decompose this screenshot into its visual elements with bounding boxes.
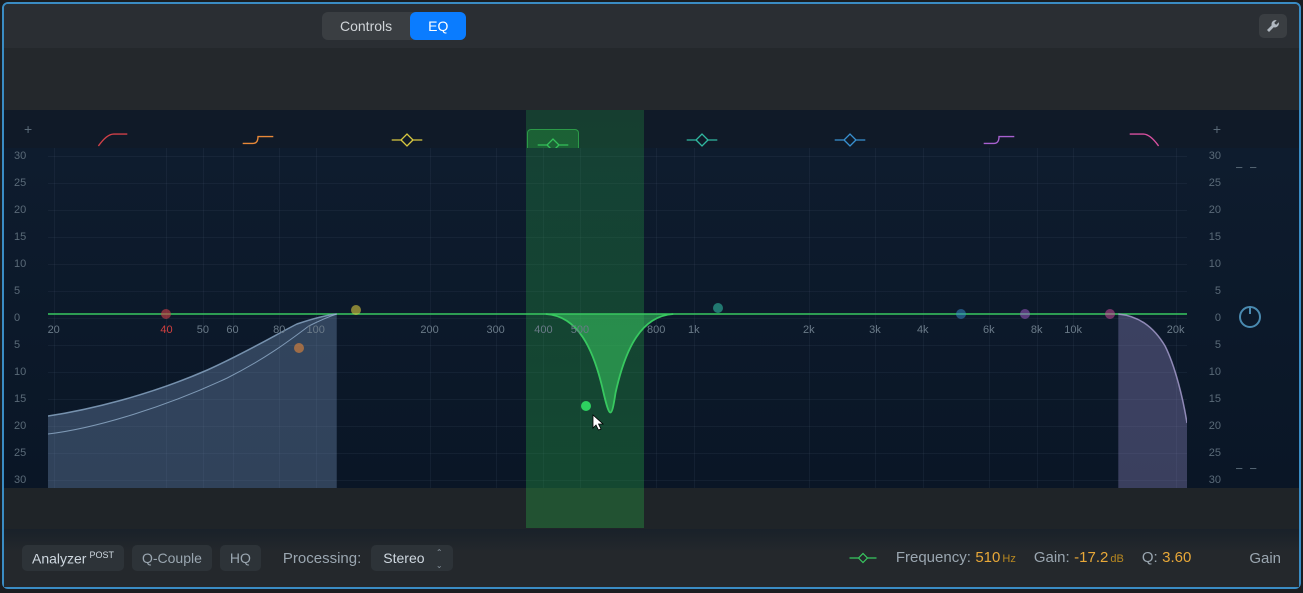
selected-band-bell-icon bbox=[848, 550, 878, 566]
y-tick: 25 bbox=[14, 447, 26, 459]
tab-group: Controls EQ bbox=[322, 12, 466, 40]
hq-button[interactable]: HQ bbox=[220, 545, 261, 571]
x-tick: 100 bbox=[306, 324, 324, 336]
scale-minus-bot-2[interactable]: − bbox=[1249, 461, 1257, 476]
analyzer-label: Analyzer bbox=[32, 550, 86, 566]
analyzer-button[interactable]: AnalyzerPOST bbox=[22, 545, 124, 572]
band-node-7[interactable] bbox=[1020, 309, 1030, 319]
x-tick: 50 bbox=[197, 324, 209, 336]
x-tick: 3k bbox=[869, 324, 881, 336]
x-tick: 6k bbox=[983, 324, 995, 336]
master-gain-knob[interactable] bbox=[1239, 306, 1261, 328]
scale-minus-bot-1[interactable]: − bbox=[1235, 461, 1243, 476]
x-tick: 300 bbox=[486, 324, 504, 336]
x-tick: 500 bbox=[571, 324, 589, 336]
y-tick: 10 bbox=[14, 366, 26, 378]
x-tick: 20 bbox=[48, 324, 60, 336]
y-tick: 30 bbox=[1209, 474, 1221, 486]
frequency-value[interactable]: 510 bbox=[975, 549, 1000, 566]
band-node-4[interactable] bbox=[581, 401, 591, 411]
x-tick: 80 bbox=[273, 324, 285, 336]
eq-plot[interactable]: 30252015105051015202530 3025201510505101… bbox=[4, 148, 1299, 488]
band-node-3[interactable] bbox=[351, 305, 361, 315]
band-node-5[interactable] bbox=[713, 303, 723, 313]
y-tick: 30 bbox=[14, 474, 26, 486]
wrench-icon bbox=[1265, 18, 1281, 34]
y-tick: 15 bbox=[14, 393, 26, 405]
add-band-left-icon[interactable]: + bbox=[24, 121, 32, 137]
readout-group: Frequency: 510Hz Gain: -17.2dB Q: 3.60 G… bbox=[848, 549, 1281, 567]
band-selector-row: + + bbox=[4, 110, 1299, 148]
x-tick: 400 bbox=[534, 324, 552, 336]
y-tick: 10 bbox=[14, 258, 26, 270]
x-tick: 1k bbox=[688, 324, 700, 336]
q-label: Q: bbox=[1142, 549, 1158, 566]
q-couple-button[interactable]: Q-Couple bbox=[132, 545, 212, 571]
band-node-2[interactable] bbox=[294, 343, 304, 353]
gain-value[interactable]: -17.2 bbox=[1074, 549, 1108, 566]
x-tick: 60 bbox=[226, 324, 238, 336]
add-band-right-icon[interactable]: + bbox=[1213, 121, 1221, 137]
y-tick: 5 bbox=[1215, 285, 1221, 297]
y-tick: 25 bbox=[1209, 177, 1221, 189]
selected-band-region bbox=[526, 110, 643, 528]
y-tick: 15 bbox=[1209, 231, 1221, 243]
header-spacer bbox=[4, 48, 1299, 110]
x-tick: 8k bbox=[1031, 324, 1043, 336]
plot-area[interactable]: 20 40 50 60 80 100 200 300 400 500 800 1k 2k 3k 4k 6k 8k… bbox=[48, 148, 1187, 488]
master-gain-label: Gain bbox=[1249, 550, 1281, 567]
y-tick: 20 bbox=[14, 204, 26, 216]
y-tick: 10 bbox=[1209, 366, 1221, 378]
tab-eq[interactable]: EQ bbox=[410, 12, 466, 40]
y-tick: 10 bbox=[1209, 258, 1221, 270]
gain-label: Gain: bbox=[1034, 549, 1070, 566]
band-node-1[interactable] bbox=[161, 309, 171, 319]
analyzer-mode: POST bbox=[89, 550, 114, 560]
settings-button[interactable] bbox=[1259, 14, 1287, 38]
y-tick: 20 bbox=[1209, 420, 1221, 432]
y-tick: 5 bbox=[1215, 339, 1221, 351]
processing-label: Processing: bbox=[283, 550, 361, 567]
footer-bar: AnalyzerPOST Q-Couple HQ Processing: Ste… bbox=[4, 529, 1299, 587]
top-bar: Controls EQ bbox=[4, 4, 1299, 48]
x-tick: 40 bbox=[160, 324, 172, 336]
y-tick: 0 bbox=[14, 312, 20, 324]
y-tick: 15 bbox=[14, 231, 26, 243]
processing-select[interactable]: Stereo bbox=[371, 545, 452, 571]
x-tick: 200 bbox=[420, 324, 438, 336]
y-tick: 5 bbox=[14, 339, 20, 351]
scale-minus-top-1[interactable]: − bbox=[1235, 160, 1243, 175]
y-tick: 25 bbox=[14, 177, 26, 189]
y-axis-right: 30 25 20 15 10 5 0 5 10 15 20 25 30 bbox=[1191, 148, 1225, 488]
y-axis-left: 30 25 20 15 10 5 0 5 10 15 20 25 30 bbox=[10, 148, 44, 488]
x-tick: 800 bbox=[647, 324, 665, 336]
band-node-8[interactable] bbox=[1105, 309, 1115, 319]
tab-controls[interactable]: Controls bbox=[322, 12, 410, 40]
y-tick: 30 bbox=[1209, 150, 1221, 162]
scale-minus-top-2[interactable]: − bbox=[1249, 160, 1257, 175]
y-tick: 30 bbox=[14, 150, 26, 162]
x-tick: 4k bbox=[917, 324, 929, 336]
x-tick: 20k bbox=[1167, 324, 1185, 336]
y-tick: 5 bbox=[14, 285, 20, 297]
y-tick: 20 bbox=[14, 420, 26, 432]
y-tick: 0 bbox=[1215, 312, 1221, 324]
frequency-label: Frequency: bbox=[896, 549, 971, 566]
y-tick: 20 bbox=[1209, 204, 1221, 216]
y-tick: 15 bbox=[1209, 393, 1221, 405]
x-tick: 10k bbox=[1064, 324, 1082, 336]
q-value[interactable]: 3.60 bbox=[1162, 549, 1191, 566]
x-tick: 2k bbox=[803, 324, 815, 336]
y-tick: 25 bbox=[1209, 447, 1221, 459]
eq-window: Controls EQ + + 30252015105051015202530 … bbox=[2, 2, 1301, 589]
band-node-6[interactable] bbox=[956, 309, 966, 319]
